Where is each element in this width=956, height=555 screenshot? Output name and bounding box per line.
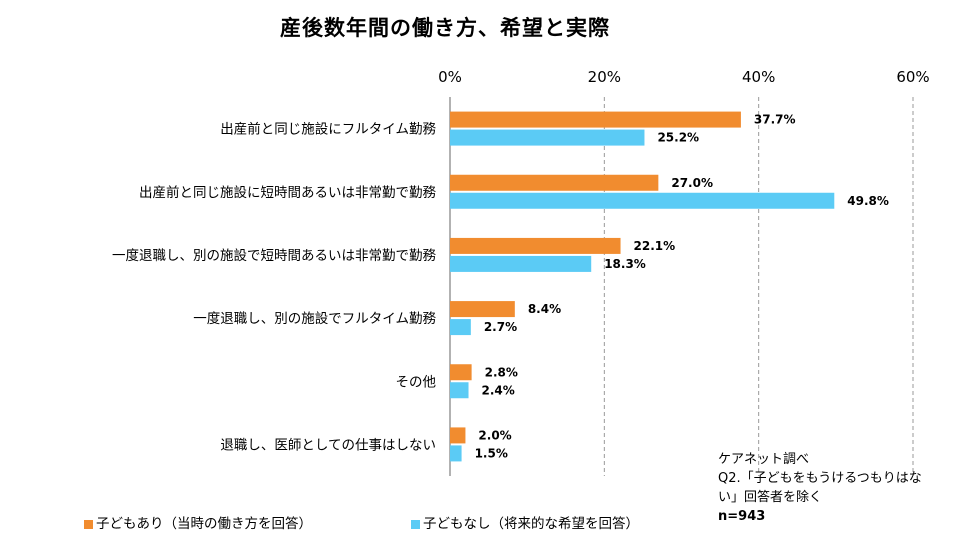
x-tick-label: 0%: [438, 68, 462, 86]
source-line: い」回答者を除く: [718, 490, 823, 505]
category-label: 出産前と同じ施設に短時間あるいは非常勤で勤務: [139, 184, 436, 201]
category-label: 退職し、医師としての仕事はしない: [220, 437, 436, 453]
data-label: 2.7%: [484, 320, 517, 334]
data-label: 37.7%: [754, 113, 796, 127]
bar-with-children: [450, 427, 466, 444]
legend-item-with-children: 子どもあり（当時の働き方を回答）: [84, 512, 312, 532]
legend-swatch-orange: [84, 519, 93, 529]
bar-with-children: [450, 237, 621, 254]
data-label: 2.4%: [482, 383, 515, 397]
bar-without-children: [450, 445, 462, 462]
data-label: 1.5%: [475, 446, 508, 460]
bar-without-children: [450, 192, 835, 209]
data-label: 8.4%: [528, 302, 561, 316]
x-tick-label: 20%: [588, 68, 621, 86]
source-line: ケアネット調べ: [718, 452, 810, 467]
x-tick-label: 60%: [896, 68, 929, 86]
bar-with-children: [450, 174, 659, 191]
source-note: ケアネット調べ Q2.「子どもをもうけるつもりはな い」回答者を除く n=943: [718, 450, 950, 526]
data-label: 27.0%: [671, 176, 713, 190]
bar-without-children: [450, 129, 645, 146]
legend-label: 子どもなし（将来的な希望を回答）: [423, 516, 639, 532]
data-label: 2.8%: [485, 365, 518, 379]
data-label: 2.0%: [478, 428, 511, 442]
sample-size: n=943: [718, 509, 766, 524]
data-label: 22.1%: [634, 239, 676, 253]
data-label: 49.8%: [847, 194, 889, 208]
legend-swatch-blue: [411, 519, 420, 529]
source-line: Q2.「子どもをもうけるつもりはな: [718, 471, 922, 486]
data-label: 18.3%: [604, 257, 646, 271]
chart-title: 産後数年間の働き方、希望と実際: [280, 16, 610, 40]
bar-without-children: [450, 255, 592, 272]
category-label: その他: [396, 374, 437, 390]
bar-without-children: [450, 319, 471, 336]
legend-item-without-children: 子どもなし（将来的な希望を回答）: [411, 512, 639, 532]
category-label: 一度退職し、別の施設でフルタイム勤務: [193, 311, 436, 327]
data-label: 25.2%: [657, 131, 699, 145]
category-label: 一度退職し、別の施設で短時間あるいは非常勤で勤務: [112, 248, 436, 264]
bar-with-children: [450, 364, 472, 381]
bar-with-children: [450, 301, 515, 318]
bar-without-children: [450, 382, 469, 399]
category-label: 出産前と同じ施設にフルタイム勤務: [220, 121, 436, 138]
bar-with-children: [450, 111, 741, 128]
x-tick-label: 40%: [742, 68, 775, 86]
legend-label: 子どもあり（当時の働き方を回答）: [96, 516, 312, 532]
